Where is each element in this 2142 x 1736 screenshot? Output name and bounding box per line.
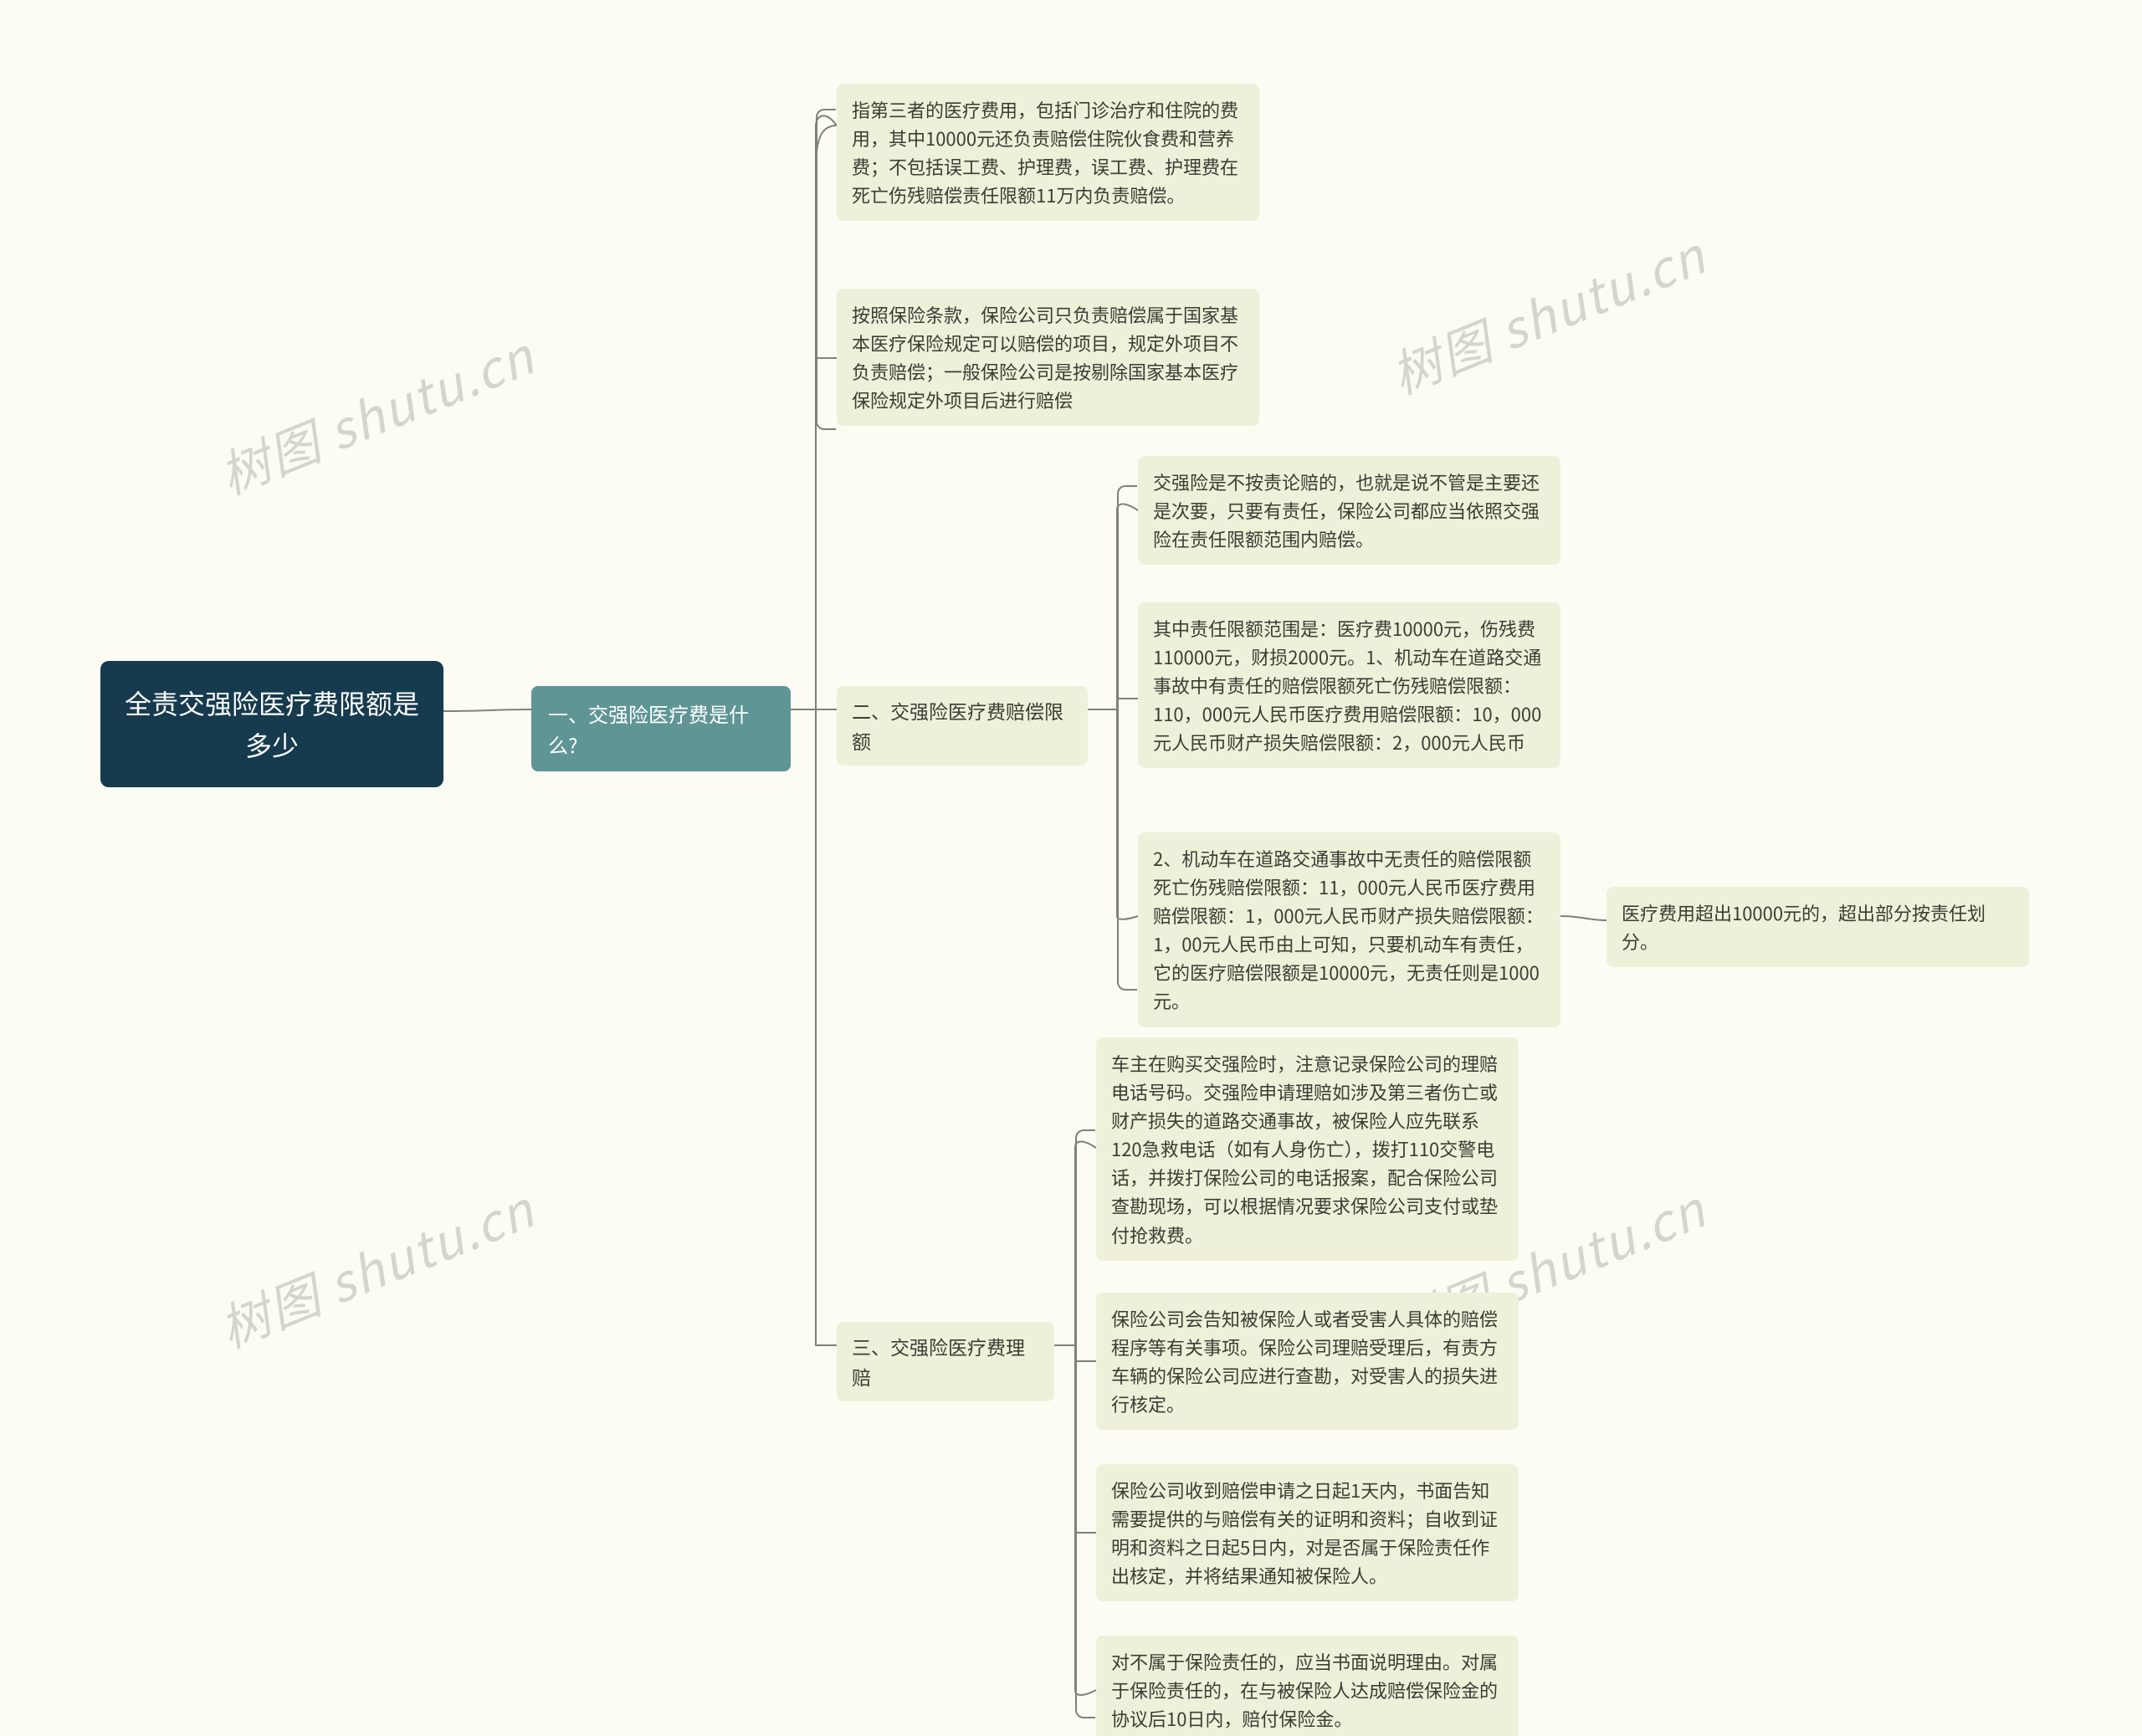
mindmap-canvas: 树图 shutu.cn 树图 shutu.cn 树图 shutu.cn 树图 s… (0, 0, 2142, 1736)
watermark: 树图 shutu.cn (208, 317, 544, 510)
leaf-text: 医疗费用超出10000元的，超出部分按责任划分。 (1622, 899, 1986, 955)
level2-label: 二、交强险医疗费赔偿限额 (852, 696, 1063, 755)
leaf-text: 保险公司收到赔偿申请之日起1天内，书面告知需要提供的与赔偿有关的证明和资料；自收… (1111, 1477, 1498, 1589)
leaf-node[interactable]: 医疗费用超出10000元的，超出部分按责任划分。 (1606, 887, 2029, 967)
leaf-node[interactable]: 保险公司收到赔偿申请之日起1天内，书面告知需要提供的与赔偿有关的证明和资料；自收… (1096, 1464, 1519, 1601)
edge-layer (0, 0, 2142, 1736)
root-label: 全责交强险医疗费限额是多少 (125, 684, 419, 764)
level1-label: 一、交强险医疗费是什么? (548, 699, 749, 759)
watermark: 树图 shutu.cn (208, 1170, 544, 1363)
watermark: 树图 shutu.cn (1379, 217, 1715, 409)
leaf-text: 按照保险条款，保险公司只负责赔偿属于国家基本医疗保险规定可以赔偿的项目，规定外项… (852, 301, 1238, 413)
level2-label: 三、交强险医疗费理赔 (852, 1332, 1025, 1390)
level2-node[interactable]: 三、交强险医疗费理赔 (837, 1322, 1054, 1401)
leaf-text: 交强险是不按责论赔的，也就是说不管是主要还是次要，只要有责任，保险公司都应当依照… (1153, 469, 1540, 552)
leaf-node[interactable]: 指第三者的医疗费用，包括门诊治疗和住院的费用，其中10000元还负责赔偿住院伙食… (837, 84, 1259, 221)
leaf-node[interactable]: 其中责任限额范围是：医疗费10000元，伤残费110000元，财损2000元。1… (1138, 602, 1560, 768)
leaf-node[interactable]: 交强险是不按责论赔的，也就是说不管是主要还是次要，只要有责任，保险公司都应当依照… (1138, 456, 1560, 565)
leaf-node[interactable]: 按照保险条款，保险公司只负责赔偿属于国家基本医疗保险规定可以赔偿的项目，规定外项… (837, 289, 1259, 426)
level1-node[interactable]: 一、交强险医疗费是什么? (531, 686, 791, 771)
leaf-node[interactable]: 车主在购买交强险时，注意记录保险公司的理赔电话号码。交强险申请理赔如涉及第三者伤… (1096, 1037, 1519, 1261)
leaf-text: 其中责任限额范围是：医疗费10000元，伤残费110000元，财损2000元。1… (1153, 615, 1541, 755)
leaf-text: 2、机动车在道路交通事故中无责任的赔偿限额死亡伤残赔偿限额：11，000元人民币… (1153, 845, 1544, 1014)
bracket (1075, 1129, 1095, 1718)
leaf-text: 保险公司会告知被保险人或者受害人具体的赔偿程序等有关事项。保险公司理赔受理后，有… (1111, 1305, 1498, 1417)
root-node[interactable]: 全责交强险医疗费限额是多少 (100, 661, 443, 787)
level2-node[interactable]: 二、交强险医疗费赔偿限额 (837, 686, 1088, 766)
leaf-node[interactable]: 保险公司会告知被保险人或者受害人具体的赔偿程序等有关事项。保险公司理赔受理后，有… (1096, 1293, 1519, 1430)
bracket (1117, 485, 1137, 991)
bracket (816, 109, 836, 430)
leaf-node[interactable]: 对不属于保险责任的，应当书面说明理由。对属于保险责任的，在与被保险人达成赔偿保险… (1096, 1636, 1519, 1736)
leaf-text: 对不属于保险责任的，应当书面说明理由。对属于保险责任的，在与被保险人达成赔偿保险… (1111, 1648, 1498, 1732)
leaf-text: 指第三者的医疗费用，包括门诊治疗和住院的费用，其中10000元还负责赔偿住院伙食… (852, 96, 1238, 208)
leaf-text: 车主在购买交强险时，注意记录保险公司的理赔电话号码。交强险申请理赔如涉及第三者伤… (1111, 1050, 1498, 1248)
leaf-node[interactable]: 2、机动车在道路交通事故中无责任的赔偿限额死亡伤残赔偿限额：11，000元人民币… (1138, 832, 1560, 1027)
